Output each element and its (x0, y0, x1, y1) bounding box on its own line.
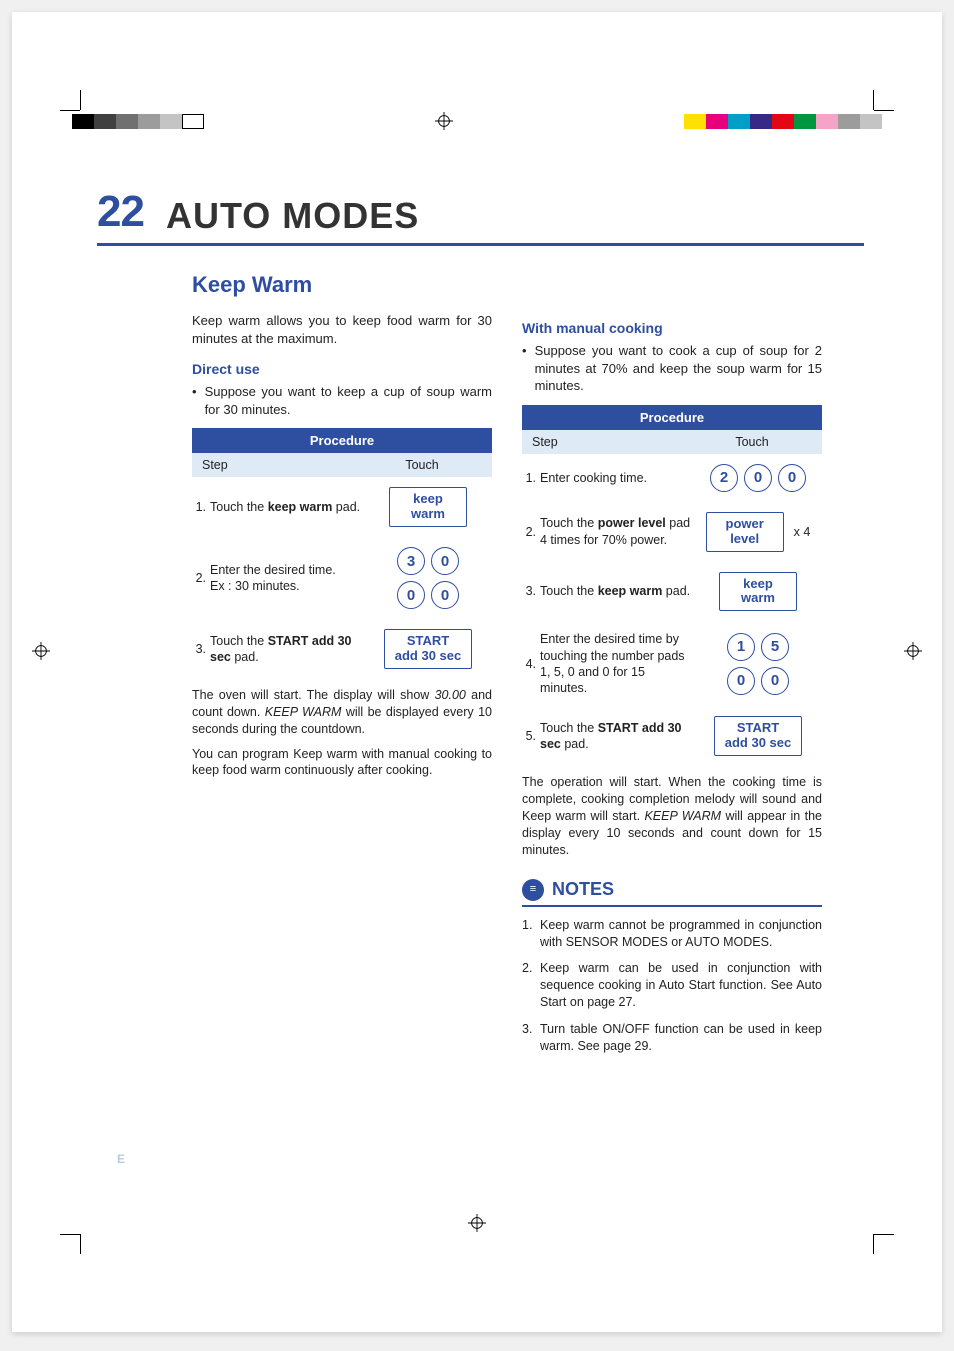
registration-mark-icon (904, 642, 922, 660)
paragraph: The operation will start. When the cooki… (522, 774, 822, 858)
procedure-subheader: Step Touch (522, 430, 822, 454)
col-touch: Touch (692, 435, 812, 449)
digit-pad: 0 (744, 464, 772, 492)
subheading-manual: With manual cooking (522, 320, 822, 336)
bottom-printer-marks (12, 1214, 942, 1232)
procedure-step: 5.Touch the START add 30 sec pad.STARTad… (522, 706, 822, 766)
notes-list: 1.Keep warm cannot be programmed in conj… (522, 917, 822, 1055)
subheading-direct-use: Direct use (192, 361, 492, 377)
notes-heading: ≡ NOTES (522, 879, 822, 907)
manual-steps: 1.Enter cooking time.2002.Touch the powe… (522, 454, 822, 767)
note-item: 2.Keep warm can be used in conjunction w… (522, 960, 822, 1011)
procedure-step: 3.Touch the keep warm pad.keepwarm (522, 562, 822, 622)
digit-pad: 0 (431, 547, 459, 575)
page: 22 AUTO MODES Keep Warm Keep warm allows… (12, 12, 942, 1332)
digit-pad: 1 (727, 633, 755, 661)
digit-pad: 0 (727, 667, 755, 695)
bullet-dot-icon: • (192, 383, 197, 418)
procedure-step: 1.Enter cooking time.200 (522, 454, 822, 502)
procedure-step: 2.Enter the desired time.Ex : 30 minutes… (192, 537, 492, 619)
digit-pad: 0 (397, 581, 425, 609)
bullet-text: Suppose you want to keep a cup of soup w… (205, 383, 492, 418)
keypad-button: keepwarm (389, 487, 467, 527)
crop-mark (60, 1234, 80, 1254)
top-printer-marks (12, 112, 942, 130)
procedure-header: Procedure (522, 405, 822, 430)
bullet-text: Suppose you want to cook a cup of soup f… (535, 342, 822, 395)
registration-mark-icon (468, 1214, 486, 1232)
procedure-step: 3.Touch the START add 30 sec pad.STARTad… (192, 619, 492, 679)
procedure-subheader: Step Touch (192, 453, 492, 477)
crop-mark (874, 90, 894, 110)
note-item: 3.Turn table ON/OFF function can be used… (522, 1021, 822, 1055)
right-column: With manual cooking • Suppose you want t… (522, 272, 822, 1055)
procedure-header: Procedure (192, 428, 492, 453)
keypad-button: keepwarm (719, 572, 797, 612)
keypad-button: STARTadd 30 sec (714, 716, 803, 756)
procedure-step: 4.Enter the desired time by touching the… (522, 621, 822, 706)
bullet-dot-icon: • (522, 342, 527, 395)
bullet: • Suppose you want to cook a cup of soup… (522, 342, 822, 395)
digit-pad: 0 (431, 581, 459, 609)
page-header: 22 AUTO MODES (97, 187, 864, 246)
registration-mark-icon (435, 112, 453, 130)
section-heading: Keep Warm (192, 272, 492, 298)
paragraph: The oven will start. The display will sh… (192, 687, 492, 738)
crop-mark (60, 90, 80, 110)
left-column: Keep Warm Keep warm allows you to keep f… (192, 272, 492, 1055)
col-step: Step (532, 435, 692, 449)
content: Keep Warm Keep warm allows you to keep f… (192, 272, 864, 1055)
col-step: Step (202, 458, 362, 472)
digit-pad: 5 (761, 633, 789, 661)
procedure-step: 2.Touch the power level pad 4 times for … (522, 502, 822, 562)
page-title: AUTO MODES (166, 195, 419, 237)
grayscale-bar (72, 114, 204, 129)
digit-pad: 0 (778, 464, 806, 492)
procedure-step: 1.Touch the keep warm pad.keepwarm (192, 477, 492, 537)
digit-pad: 3 (397, 547, 425, 575)
bullet: • Suppose you want to keep a cup of soup… (192, 383, 492, 418)
keypad-button: powerlevel (706, 512, 784, 552)
registration-mark-icon (32, 642, 50, 660)
notes-icon: ≡ (522, 879, 544, 901)
notes-title: NOTES (552, 879, 614, 900)
crop-mark (874, 1234, 894, 1254)
intro-text: Keep warm allows you to keep food warm f… (192, 312, 492, 347)
keypad-button: STARTadd 30 sec (384, 629, 473, 669)
digit-pad: 0 (761, 667, 789, 695)
note-item: 1.Keep warm cannot be programmed in conj… (522, 917, 822, 951)
page-number: 22 (97, 187, 144, 237)
color-bar (684, 114, 882, 129)
digit-pad: 2 (710, 464, 738, 492)
direct-steps: 1.Touch the keep warm pad.keepwarm2.Ente… (192, 477, 492, 679)
paragraph: You can program Keep warm with manual co… (192, 746, 492, 780)
footer-letter: E (117, 1152, 125, 1166)
col-touch: Touch (362, 458, 482, 472)
